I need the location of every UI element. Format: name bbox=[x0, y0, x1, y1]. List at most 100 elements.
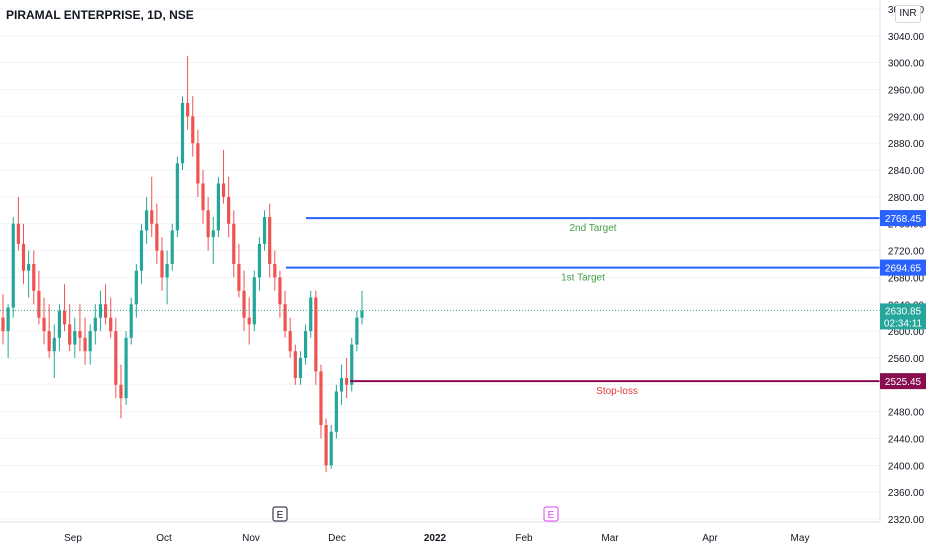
earnings-marker[interactable] bbox=[272, 506, 288, 522]
candle-body bbox=[237, 264, 241, 291]
time-tick-label: Nov bbox=[242, 533, 260, 544]
price-tick-label: 2840.00 bbox=[888, 166, 925, 177]
candle-body bbox=[103, 304, 108, 318]
candle-body bbox=[16, 223, 20, 244]
price-tick-label: 3040.00 bbox=[888, 32, 925, 43]
candle-body bbox=[232, 223, 236, 264]
candle-body bbox=[288, 331, 292, 352]
price-tick-label: 2560.00 bbox=[888, 354, 925, 365]
price-tick-label: 3000.00 bbox=[888, 59, 925, 70]
price-tick-label: 2360.00 bbox=[888, 488, 925, 499]
candle-body bbox=[242, 290, 246, 318]
level-price-label: 2525.45 bbox=[885, 377, 922, 388]
candle-body bbox=[278, 277, 282, 305]
time-tick-label: Apr bbox=[702, 533, 718, 544]
level-lines[interactable]: 2nd Target 1st Target Stop-loss bbox=[286, 217, 880, 397]
chart-grid bbox=[0, 8, 880, 520]
level-price-tag bbox=[880, 259, 926, 276]
candle-body bbox=[6, 307, 10, 332]
level-price-label: 2694.65 bbox=[885, 264, 922, 275]
candle-body bbox=[196, 143, 200, 184]
candle-body bbox=[257, 243, 262, 278]
level-price-label: 2768.45 bbox=[885, 214, 922, 225]
candle-body bbox=[319, 371, 323, 426]
candle-body bbox=[68, 324, 72, 345]
candle-body bbox=[355, 317, 359, 345]
candle-body bbox=[98, 304, 103, 318]
price-tick-label: 2680.00 bbox=[888, 273, 925, 284]
candle-body bbox=[211, 230, 215, 238]
candle-body bbox=[268, 217, 272, 264]
candle-body bbox=[309, 297, 313, 332]
candlestick-series bbox=[1, 55, 364, 473]
currency-button[interactable]: INR bbox=[895, 5, 921, 23]
candle-body bbox=[83, 337, 87, 352]
candle-body bbox=[73, 331, 77, 345]
level-price-tag bbox=[880, 373, 926, 390]
price-tick-label: 2880.00 bbox=[888, 139, 925, 150]
candle-body bbox=[227, 196, 231, 224]
candle-body bbox=[109, 317, 113, 332]
earnings-marker-label: E bbox=[548, 510, 555, 521]
candle-body bbox=[170, 230, 174, 264]
candle-body bbox=[93, 317, 97, 332]
candle-body bbox=[37, 290, 41, 318]
candle-body bbox=[221, 183, 226, 197]
candle-body bbox=[21, 243, 26, 271]
candle-body bbox=[139, 230, 144, 271]
candle-body bbox=[155, 223, 159, 251]
last-price-tag bbox=[880, 303, 926, 330]
candle-body bbox=[11, 223, 15, 308]
candle-body bbox=[165, 264, 169, 278]
candle-body bbox=[247, 317, 251, 325]
price-tick-label: 2320.00 bbox=[888, 515, 925, 526]
candle-body bbox=[1, 317, 5, 332]
candle-body bbox=[27, 264, 31, 271]
candle-body bbox=[252, 277, 256, 325]
candle-body bbox=[57, 310, 62, 338]
candle-body bbox=[114, 331, 118, 385]
candle-body bbox=[303, 331, 308, 358]
candle-body bbox=[42, 317, 46, 332]
candle-body bbox=[283, 304, 287, 332]
time-tick-label: Mar bbox=[601, 533, 619, 544]
candle-body bbox=[180, 102, 185, 164]
bar-countdown-label: 02:34:11 bbox=[884, 318, 923, 329]
candle-body bbox=[129, 304, 133, 338]
candle-body bbox=[134, 270, 138, 305]
candle-body bbox=[32, 264, 36, 291]
earnings-marker-label: E bbox=[277, 510, 284, 521]
last-price-label: 2630.85 bbox=[885, 306, 922, 317]
candle-body bbox=[206, 210, 210, 238]
candle-body bbox=[273, 264, 277, 278]
candle-body bbox=[293, 351, 297, 379]
candle-body bbox=[314, 297, 318, 372]
candle-body bbox=[124, 337, 128, 399]
time-tick-label: Feb bbox=[515, 533, 533, 544]
time-tick-label: Oct bbox=[156, 533, 172, 544]
candle-body bbox=[360, 310, 364, 318]
candle-body bbox=[191, 116, 195, 144]
candle-body bbox=[160, 250, 164, 278]
time-axis[interactable]: Sep Oct Nov Dec 2022 Feb Mar Apr May bbox=[64, 533, 809, 544]
candle-body bbox=[150, 210, 154, 224]
candle-body bbox=[78, 331, 82, 338]
earnings-marker[interactable] bbox=[543, 506, 559, 522]
symbol-title: PIRAMAL ENTERPRISE, 1D, NSE bbox=[6, 8, 194, 22]
candle-body bbox=[52, 337, 56, 352]
level-label: 1st Target bbox=[561, 273, 605, 284]
candle-body bbox=[186, 102, 190, 117]
price-tick-label: 2400.00 bbox=[888, 461, 925, 472]
price-tick-label: 2480.00 bbox=[888, 408, 925, 419]
candle-body bbox=[145, 210, 149, 231]
time-tick-label: Dec bbox=[328, 533, 346, 544]
price-tick-label: 2440.00 bbox=[888, 434, 925, 445]
candle-body bbox=[201, 183, 205, 211]
candle-body bbox=[350, 344, 354, 385]
candle-body bbox=[216, 183, 220, 231]
candle-body bbox=[262, 217, 267, 244]
candle-body bbox=[339, 378, 344, 392]
